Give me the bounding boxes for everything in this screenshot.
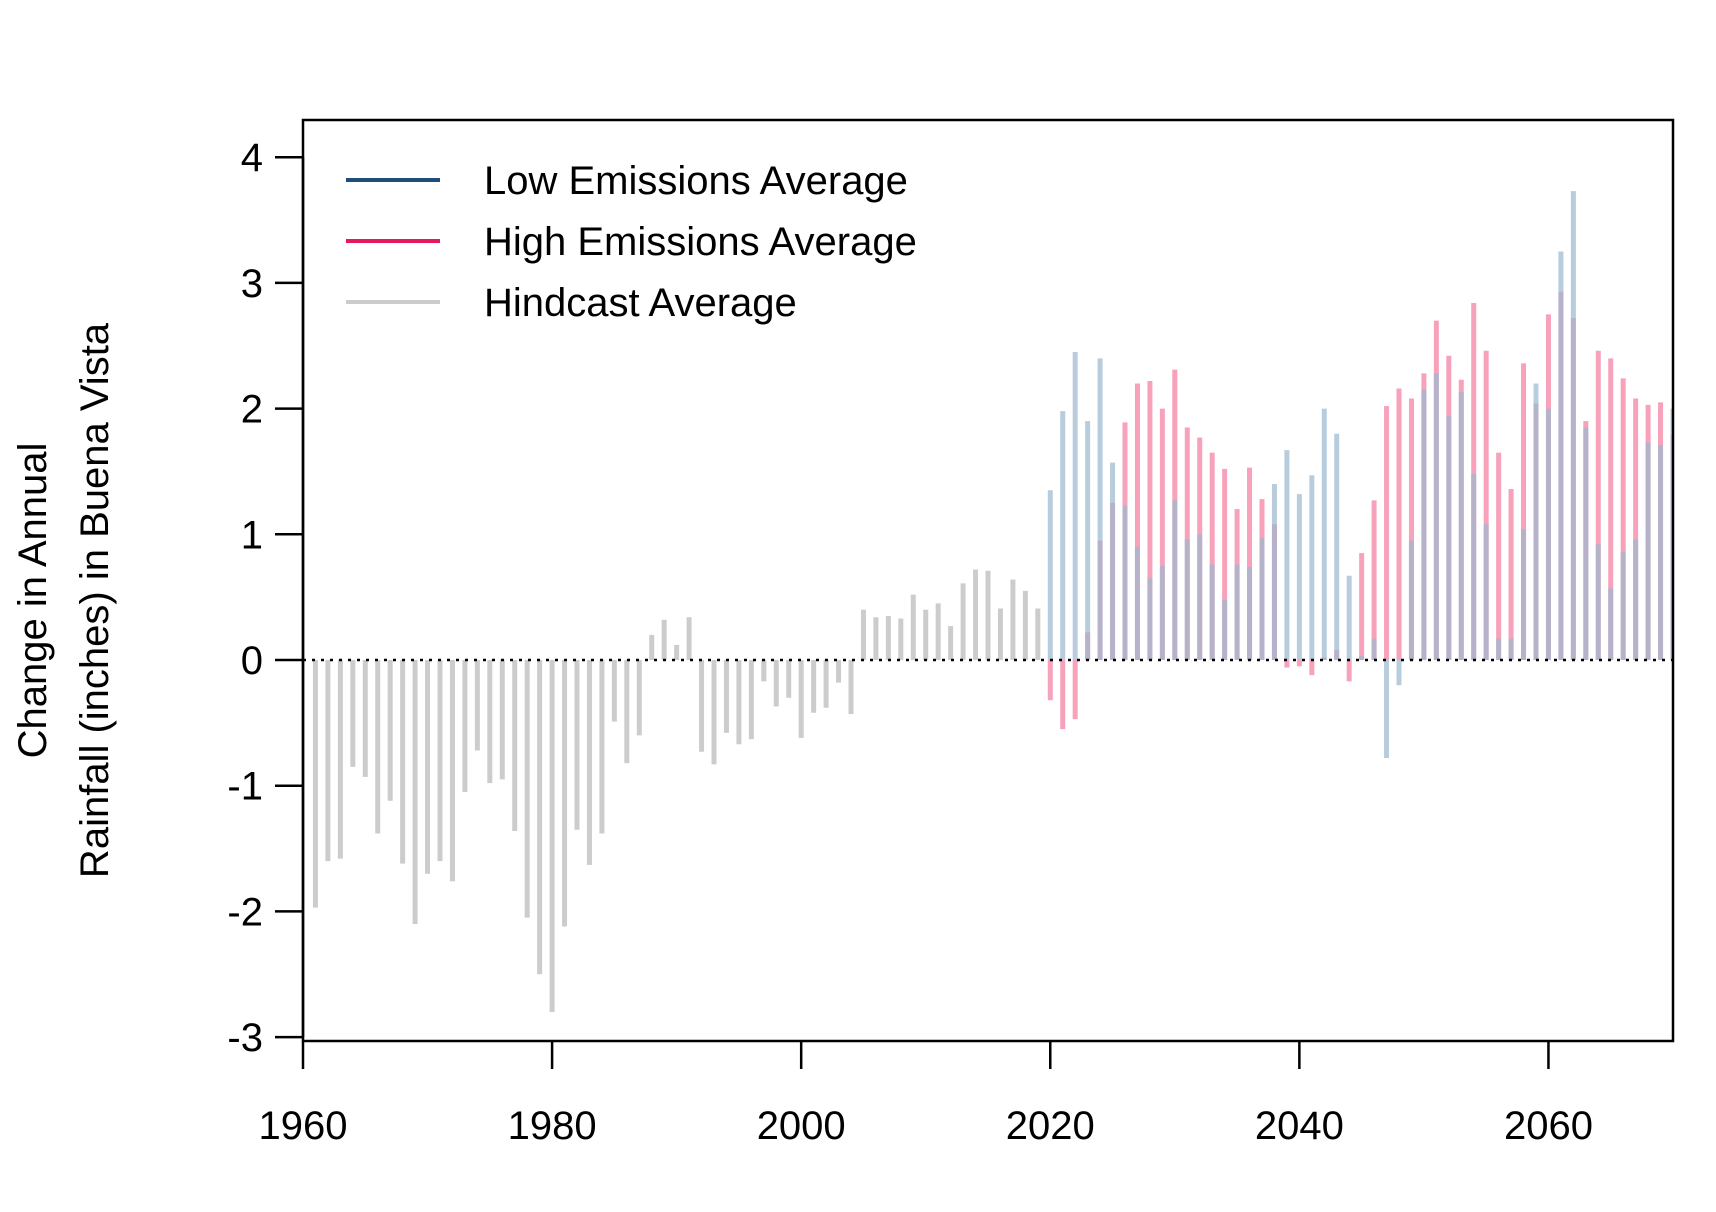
legend-label-high-emissions: High Emissions Average [484,220,917,264]
y-axis-label-line-1: Change in Annual [11,443,55,759]
legend: Low Emissions Average High Emissions Ave… [346,159,917,325]
y-axis-label-line-2: Rainfall (inches) in Buena Vista [73,322,117,878]
legend-item-hindcast: Hindcast Average [346,281,797,325]
y-tick-label-0: 0 [241,639,263,683]
y-tick-label-1: 1 [241,513,263,557]
y-axis-label: Change in Annual Rainfall (inches) in Bu… [11,322,117,878]
y-tick-label--2: -2 [227,890,263,934]
x-tick-label-2060: 2060 [1504,1104,1593,1148]
y-tick-label-3: 3 [241,262,263,306]
y-tick-label-4: 4 [241,136,263,180]
x-tick-label-2040: 2040 [1255,1104,1344,1148]
y-tick-label--3: -3 [227,1016,263,1060]
x-tick-label-1960: 1960 [259,1104,348,1148]
bars-layer [312,191,1673,1012]
y-tick-label-2: 2 [241,388,263,432]
axes-layer: -3 -2 -1 0 1 2 3 4 1960 1980 2000 2020 2040 2060 [227,136,1593,1148]
legend-label-hindcast: Hindcast Average [484,281,797,325]
x-tick-label-1980: 1980 [508,1104,597,1148]
legend-item-high-emissions: High Emissions Average [346,220,917,264]
legend-label-low-emissions: Low Emissions Average [484,159,908,203]
y-tick-label--1: -1 [227,765,263,809]
x-tick-label-2000: 2000 [757,1104,846,1148]
legend-item-low-emissions: Low Emissions Average [346,159,908,203]
x-tick-label-2020: 2020 [1006,1104,1095,1148]
